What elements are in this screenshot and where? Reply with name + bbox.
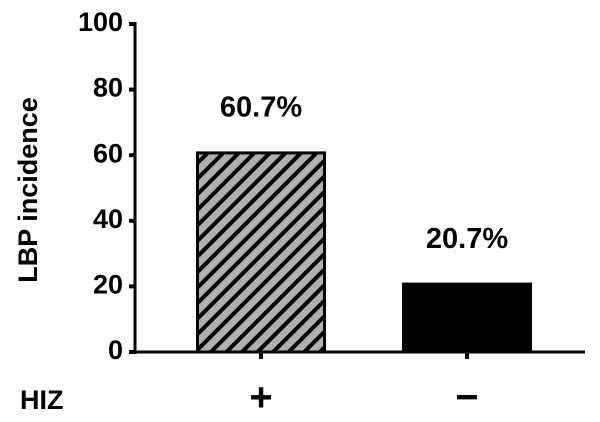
value-label: 60.7% — [220, 92, 302, 124]
y-tick-label: 0 — [108, 335, 123, 365]
x-axis-label: HIZ — [20, 385, 64, 415]
y-axis-label: LBP incidence — [13, 97, 43, 283]
y-tick-label: 20 — [93, 270, 123, 300]
x-tick-label: + — [249, 376, 272, 420]
x-tick-label: − — [455, 376, 478, 420]
value-label: 20.7% — [426, 223, 508, 255]
y-tick-label: 40 — [93, 204, 123, 234]
y-tick-label: 100 — [78, 7, 123, 37]
y-tick-label: 80 — [93, 73, 123, 103]
y-tick-label: 60 — [93, 138, 123, 168]
bar — [196, 151, 326, 354]
bar — [402, 282, 532, 354]
